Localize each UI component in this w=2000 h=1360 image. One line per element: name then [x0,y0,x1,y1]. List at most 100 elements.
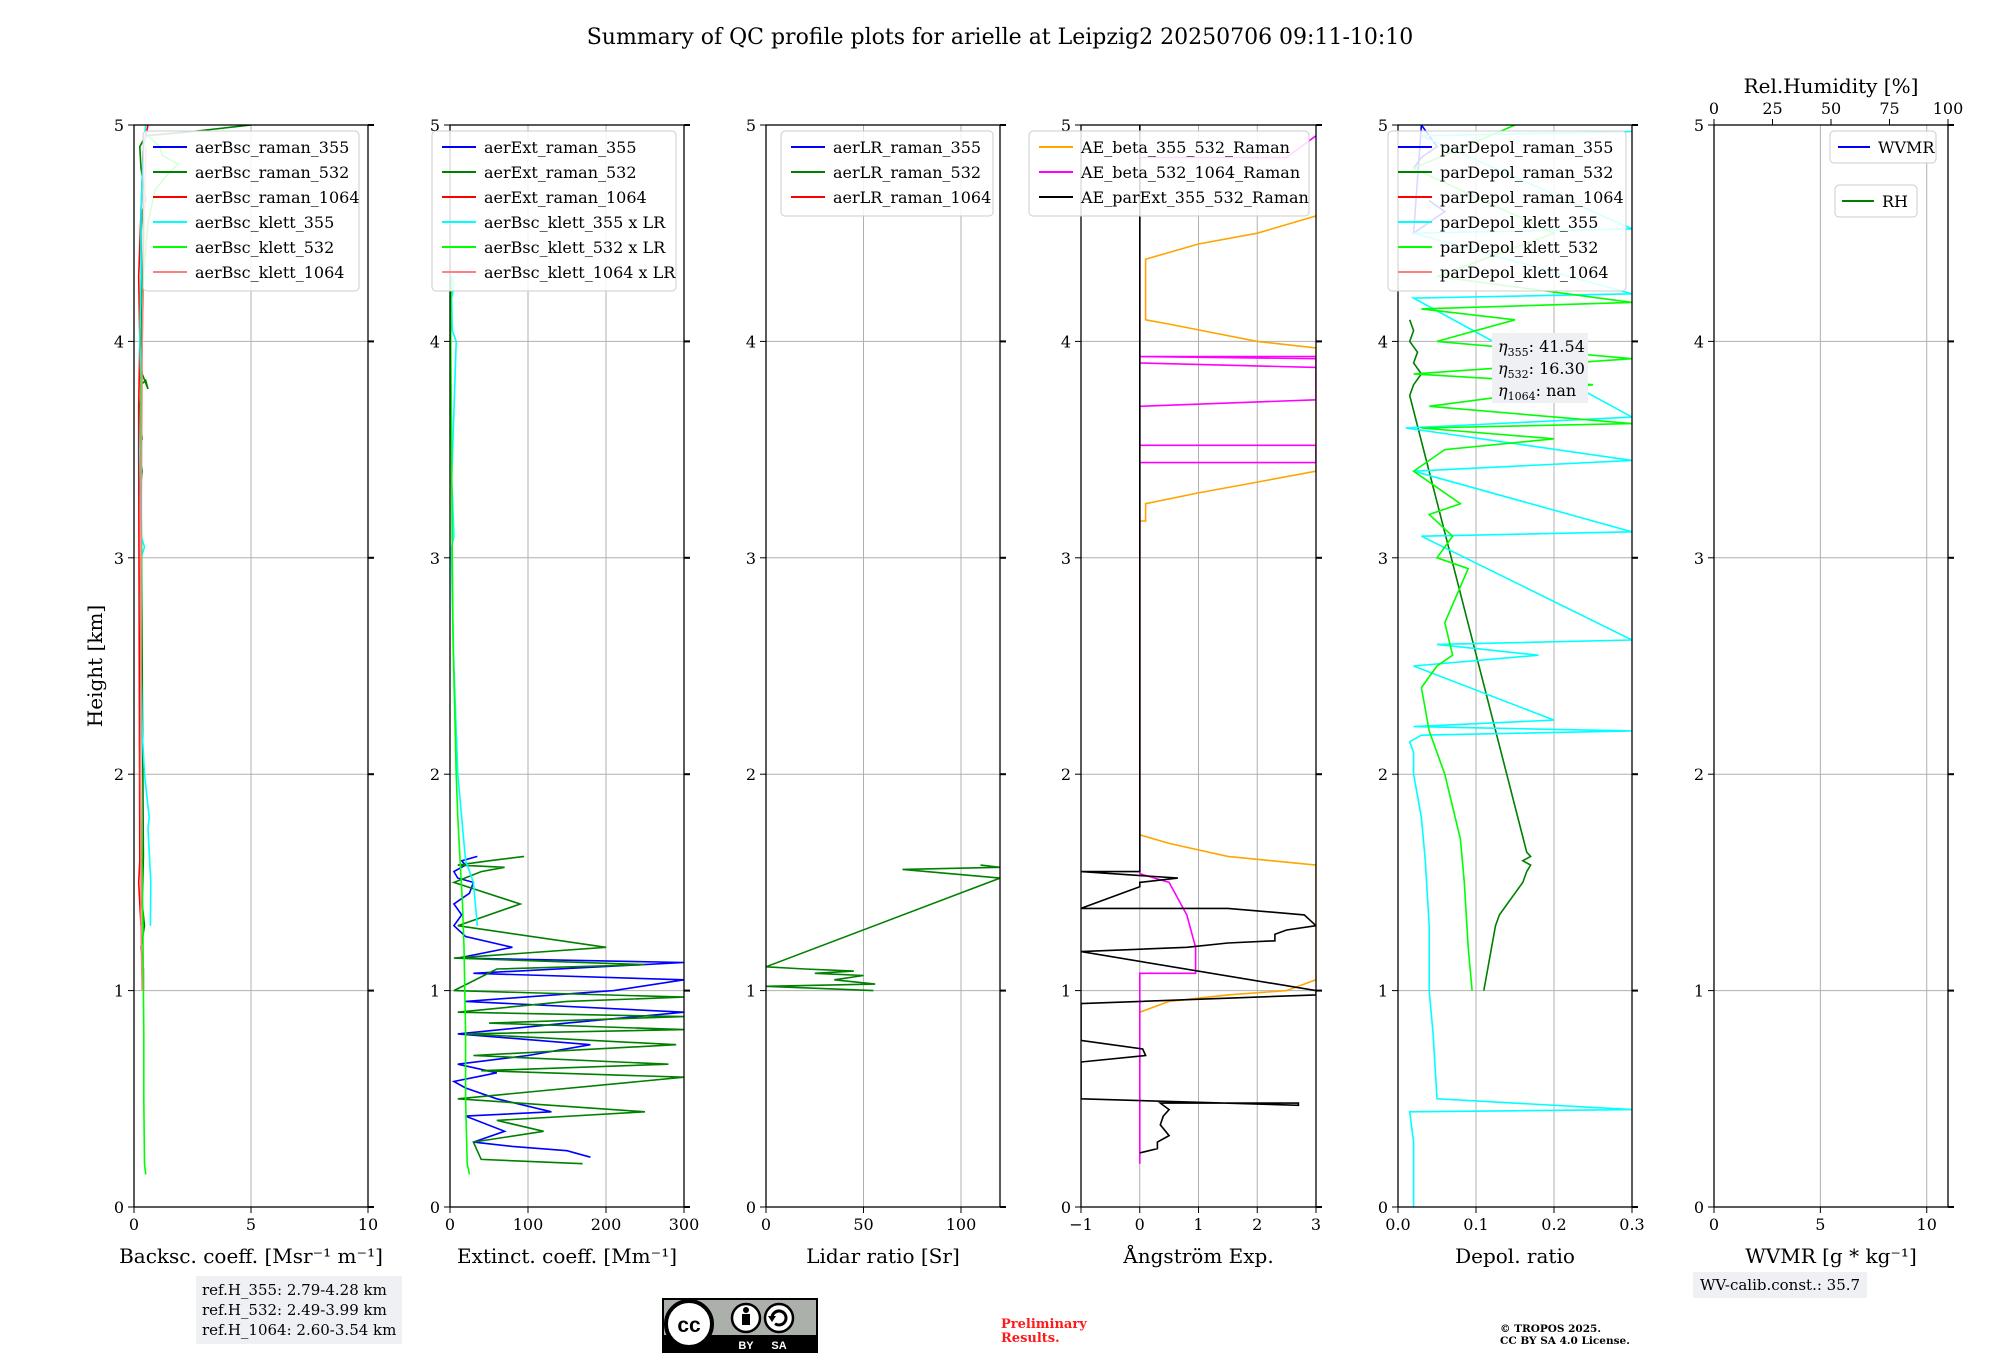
legend-label: aerBsc_klett_1064 x LR [484,263,676,282]
series-line-AE-beta-355-532-Raman [1139,215,1316,1013]
x-tick-label: 0.1 [1463,1215,1488,1234]
series-line-aerBsc-klett-355 [138,125,152,926]
figure-title: Summary of QC profile plots for arielle … [587,25,1414,50]
x-axis-label: Depol. ratio [1455,1244,1575,1268]
legend-label: aerExt_raman_532 [484,163,637,182]
x-tick-label: 0.2 [1541,1215,1566,1234]
y-tick-label: 0 [746,1198,756,1217]
y-tick-label: 3 [1378,549,1388,568]
y-tick-label: 3 [430,549,440,568]
legend-box [1028,130,1310,217]
y-tick-label: 5 [1061,116,1071,135]
y-tick-label: 3 [114,549,124,568]
legend-label: parDepol_raman_1064 [1440,188,1624,207]
legend-label: aerBsc_klett_355 x LR [484,213,666,232]
legend-box [1834,184,1918,218]
copyright-line-2: CC BY SA 4.0 License. [1500,1335,1630,1347]
eta-box [1492,333,1588,403]
cc-logo-icon [664,1299,714,1349]
y-tick-label: 2 [746,765,756,784]
legend-label: AE_beta_355_532_Raman [1080,138,1290,157]
y-tick-label: 0 [1061,1198,1071,1217]
series-line-aerLR-raman-532 [766,864,1000,992]
y-tick-label: 1 [430,982,440,1001]
y-tick-label: 4 [1378,332,1388,351]
y-tick-label: 0 [114,1198,124,1217]
ref-height-1064: ref.H_1064: 2.60-3.54 km [202,1321,397,1339]
legend-label: aerBsc_klett_1064 [195,263,344,282]
legend-label: aerBsc_raman_355 [195,138,349,157]
legend-label: aerBsc_raman_532 [195,163,349,182]
legend-label: parDepol_klett_532 [1440,238,1598,257]
x-tick-label: 2 [1252,1215,1262,1234]
x2-tick-label: 25 [1762,99,1782,118]
y-tick-label: 5 [430,116,440,135]
y-tick-label: 4 [1061,332,1071,351]
wv-calib-box: WV-calib.const.: 35.7 [1693,1272,1868,1298]
series-line-aerBsc-klett-532-x-LR [450,276,471,1175]
series-line-aerExt-raman-355 [451,855,684,1158]
y-tick-label: 4 [746,332,756,351]
x-tick-label: 0.3 [1619,1215,1644,1234]
y-tick-label: 0 [430,1198,440,1217]
legend-label: parDepol_raman_355 [1440,138,1613,157]
axes-frame [1713,124,1949,1208]
legend-label: WVMR [1878,138,1935,157]
x-tick-label: 10 [358,1215,378,1234]
x-tick-label: 10 [1917,1215,1937,1234]
ref-height-532: ref.H_532: 2.49-3.99 km [202,1301,387,1319]
legend-box [1387,130,1627,292]
series-line-parDepol-raman-532 [1408,319,1532,991]
y-tick-label: 2 [114,765,124,784]
legend-label: aerExt_raman_1064 [484,188,647,207]
y-tick-label: 5 [1378,116,1388,135]
axes-frame [449,124,685,1208]
series-line-AE-beta-532-1064-Raman [1139,135,1316,1164]
y-tick-label: 2 [1694,765,1704,784]
cc-mark: cc [677,1314,701,1337]
y-tick-label: 2 [1378,765,1388,784]
legend-label: parDepol_klett_1064 [1440,263,1609,282]
series-line-AE-parExt-355-532-Raman [1081,125,1316,1154]
sa-share-icon [763,1302,795,1334]
legend-label: aerLR_raman_1064 [833,188,991,207]
legend-box [142,130,360,292]
y-tick-label: 4 [1694,332,1704,351]
y-tick-label: 1 [1378,982,1388,1001]
y-tick-label: 1 [114,982,124,1001]
x-tick-label: 5 [1815,1215,1825,1234]
y-tick-label: 1 [746,982,756,1001]
y-tick-label: 5 [114,116,124,135]
y-tick-label: 3 [746,549,756,568]
eta-annotation: η355: 41.54 [1498,337,1585,359]
x-tick-label: −1 [1069,1215,1093,1234]
series-line-aerBsc-klett-355-x-LR [450,276,479,926]
x2-tick-label: 75 [1879,99,1899,118]
x-tick-label: 0 [1135,1215,1145,1234]
legend-box [431,130,677,292]
series-line-parDepol-klett-532 [1411,125,1632,991]
legend-label: parDepol_klett_355 [1440,213,1598,232]
x2-tick-label: 100 [1933,99,1964,118]
x-axis-label: Lidar ratio [Sr] [806,1244,960,1268]
x-tick-label: 300 [669,1215,700,1234]
x-axis-label: Ångström Exp. [1122,1243,1273,1268]
y-tick-label: 3 [1061,549,1071,568]
panel-extinction: 0 100 200 300 0 1 2 3 4 5 Extinct. coeff. [Mm⁻¹] ae… [430,116,699,1268]
copyright-line-1: © TROPOS 2025. [1500,1323,1602,1335]
x-tick-label: 0 [1709,1215,1719,1234]
x2-tick-label: 0 [1709,99,1719,118]
panel-depol: 0.0 0.1 0.2 0.3 0 1 2 3 4 5 Depol. ratio parDepol_r… [1378,116,1645,1268]
y-tick-label: 4 [114,332,124,351]
reference-heights-box: ref.H_355: 2.79-4.28 km ref.H_532: 2.49-… [196,1276,403,1344]
x2-axis-label: Rel.Humidity [%] [1744,74,1919,98]
y-tick-label: 1 [1694,982,1704,1001]
legend-label: aerLR_raman_532 [833,163,981,182]
y-tick-label: 5 [1694,116,1704,135]
series-line-aerBsc-klett-532 [139,135,180,1175]
series-line-aerBsc-klett-1064 [139,146,147,991]
eta-annotation: η532: 16.30 [1498,359,1585,381]
axes-frame [1397,124,1633,1208]
legend-label: aerExt_raman_355 [484,138,637,157]
